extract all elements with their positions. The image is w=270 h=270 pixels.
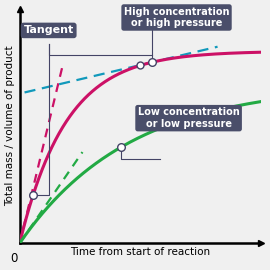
X-axis label: Time from start of reaction: Time from start of reaction: [70, 247, 210, 257]
Text: Tangent: Tangent: [23, 25, 74, 35]
Text: 0: 0: [10, 252, 17, 265]
Text: Low concentration
or low pressure: Low concentration or low pressure: [138, 107, 239, 129]
Y-axis label: Total mass / volume of product: Total mass / volume of product: [6, 46, 16, 206]
Text: High concentration
or high pressure: High concentration or high pressure: [124, 7, 229, 28]
